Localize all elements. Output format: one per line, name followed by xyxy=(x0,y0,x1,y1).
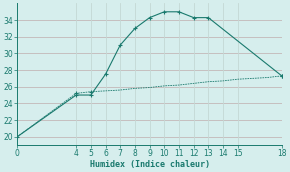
X-axis label: Humidex (Indice chaleur): Humidex (Indice chaleur) xyxy=(90,159,210,169)
